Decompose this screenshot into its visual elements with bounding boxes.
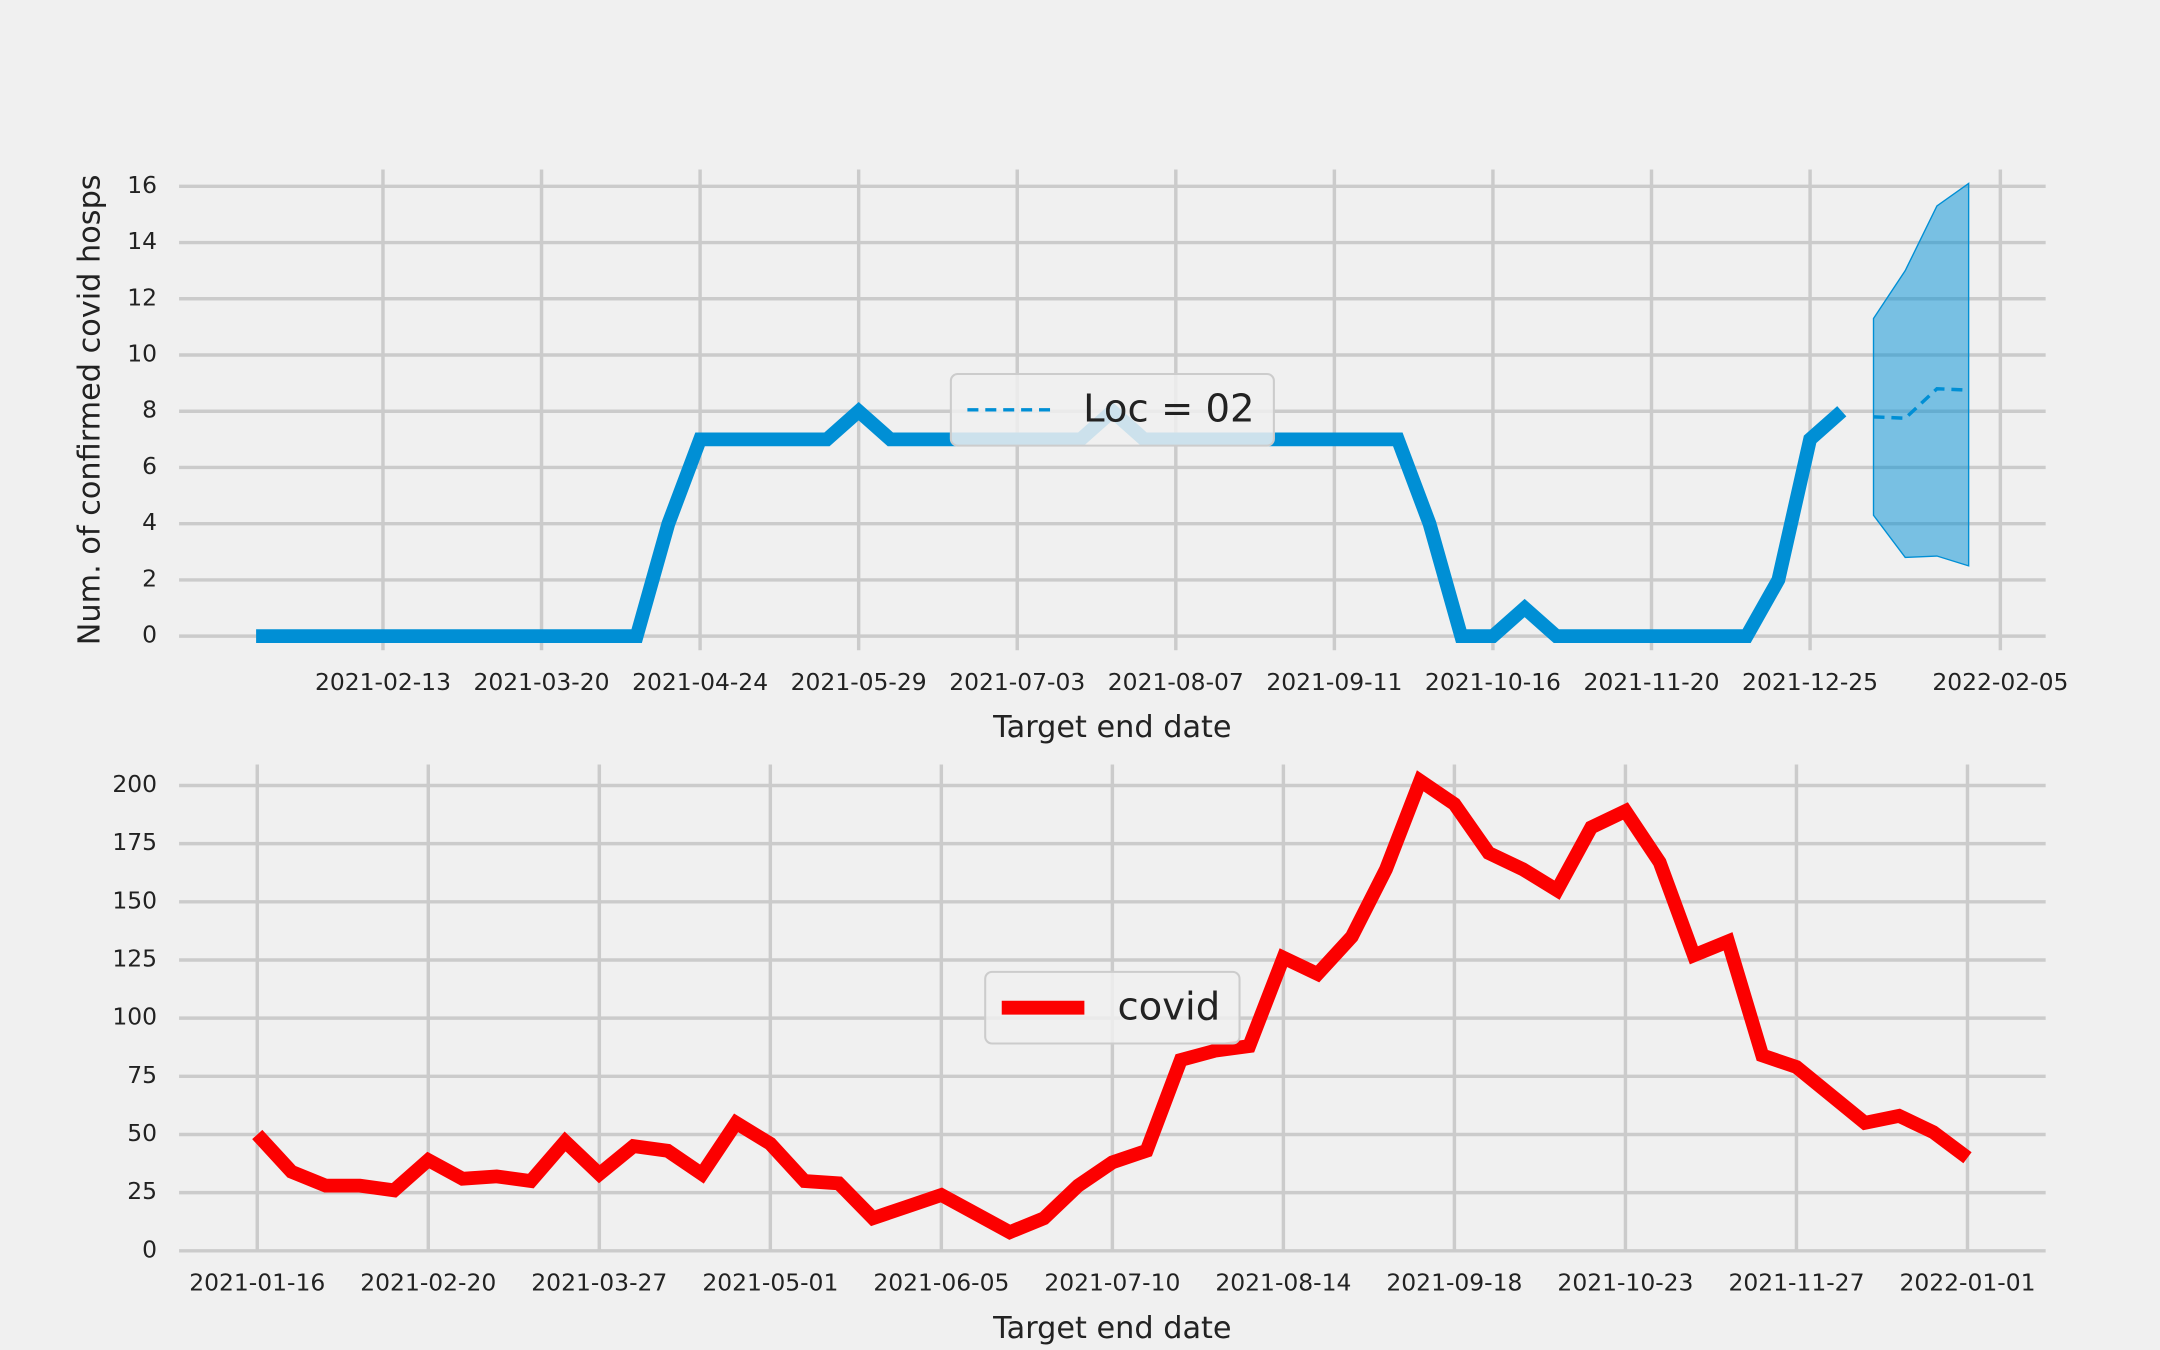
x-tick-label: 2021-11-27 bbox=[1728, 1268, 1864, 1296]
data-line bbox=[252, 770, 1972, 1240]
y-axis-label: Num. of confirmed covid hosps bbox=[72, 174, 107, 645]
y-tick-label: 0 bbox=[142, 621, 157, 649]
x-axis-label: Target end date bbox=[992, 710, 1231, 745]
x-tick-label: 2021-01-16 bbox=[189, 1268, 325, 1296]
forecast-line bbox=[1873, 386, 1969, 421]
x-tick-label: 2021-02-13 bbox=[315, 668, 451, 696]
y-tick-label: 14 bbox=[127, 227, 157, 255]
y-tick-label: 125 bbox=[112, 944, 157, 972]
legend-box bbox=[984, 970, 1241, 1045]
x-tick-label: 2021-02-20 bbox=[360, 1268, 496, 1296]
x-tick-label: 2021-07-03 bbox=[949, 668, 1085, 696]
x-tick-label: 2021-11-20 bbox=[1583, 668, 1719, 696]
x-tick-label: 2021-12-25 bbox=[1742, 668, 1878, 696]
y-tick-label: 150 bbox=[112, 886, 157, 914]
x-tick-label: 2021-06-05 bbox=[873, 1268, 1009, 1296]
x-tick-label: 2022-02-05 bbox=[1932, 668, 2068, 696]
x-tick-label: 2021-04-24 bbox=[632, 668, 768, 696]
y-tick-label: 25 bbox=[127, 1177, 157, 1205]
y-tick-label: 175 bbox=[112, 828, 157, 856]
y-tick-label: 8 bbox=[142, 396, 157, 424]
x-tick-label: 2021-08-14 bbox=[1215, 1268, 1351, 1296]
x-tick-label: 2022-01-01 bbox=[1899, 1268, 2035, 1296]
y-tick-label: 6 bbox=[142, 452, 157, 480]
x-axis-label: Target end date bbox=[992, 1311, 1231, 1346]
y-tick-label: 10 bbox=[127, 339, 157, 367]
x-tick-label: 2021-03-27 bbox=[531, 1268, 667, 1296]
y-tick-label: 200 bbox=[112, 770, 157, 798]
forecast-band bbox=[1872, 182, 1970, 567]
y-tick-label: 0 bbox=[142, 1235, 157, 1263]
x-tick-label: 2021-03-20 bbox=[474, 668, 610, 696]
x-tick-label: 2021-08-07 bbox=[1108, 668, 1244, 696]
x-tick-label: 2021-07-10 bbox=[1044, 1268, 1180, 1296]
y-tick-label: 75 bbox=[127, 1061, 157, 1089]
y-tick-label: 50 bbox=[127, 1119, 157, 1147]
legend-box bbox=[949, 372, 1275, 447]
x-tick-label: 2021-05-29 bbox=[791, 668, 927, 696]
x-tick-label: 2021-10-23 bbox=[1557, 1268, 1693, 1296]
legend-label: covid bbox=[1117, 985, 1220, 1030]
x-tick-label: 2021-05-01 bbox=[702, 1268, 838, 1296]
y-tick-label: 4 bbox=[142, 508, 157, 536]
legend-label: Loc = 02 bbox=[1083, 387, 1254, 432]
y-tick-label: 2 bbox=[142, 564, 157, 592]
x-tick-label: 2021-09-18 bbox=[1386, 1268, 1522, 1296]
y-tick-label: 100 bbox=[112, 1003, 157, 1031]
y-tick-label: 12 bbox=[127, 283, 157, 311]
x-tick-label: 2021-10-16 bbox=[1425, 668, 1561, 696]
legend: Loc = 02 bbox=[949, 372, 1275, 447]
legend: covid bbox=[984, 970, 1241, 1045]
y-tick-label: 16 bbox=[127, 171, 157, 199]
x-tick-label: 2021-09-11 bbox=[1266, 668, 1402, 696]
